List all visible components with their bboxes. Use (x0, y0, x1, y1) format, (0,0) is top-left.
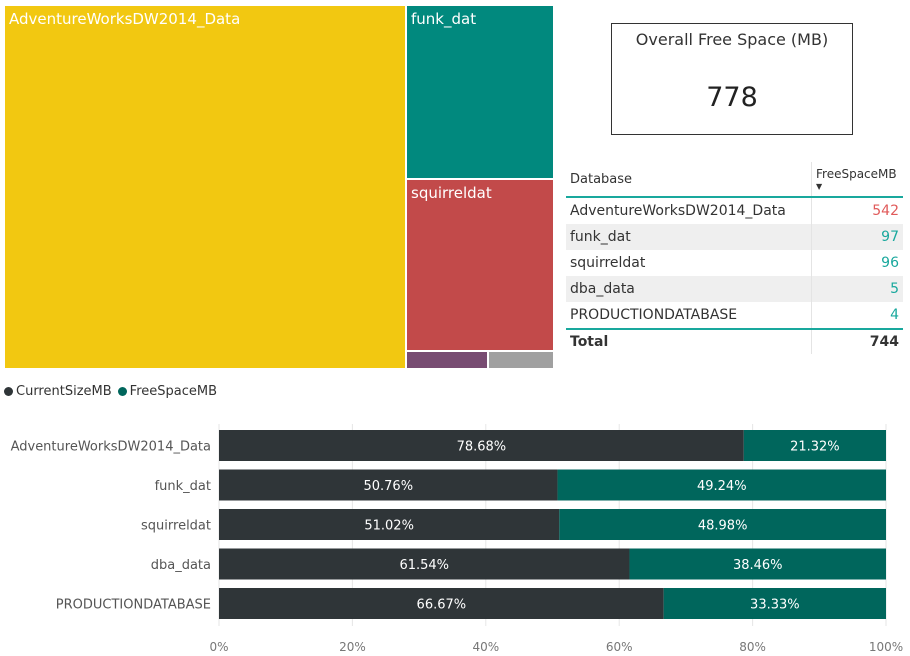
data-label: 78.68% (457, 440, 507, 455)
data-label: 49.24% (697, 479, 747, 494)
data-label: 33.33% (750, 598, 800, 613)
table-row[interactable]: squirreldat 96 (566, 250, 903, 276)
column-header-database[interactable]: Database (570, 171, 633, 187)
table-body: AdventureWorksDW2014_Data 542 funk_dat 97 sq… (566, 198, 903, 328)
database-name-cell: squirreldat (570, 255, 646, 271)
legend-label: CurrentSizeMB (16, 384, 112, 399)
treemap-tile-label: funk_dat (411, 10, 477, 28)
bar-segment[interactable] (557, 469, 886, 501)
treemap-tile[interactable] (406, 351, 488, 369)
legend-item-currentsize[interactable]: CurrentSizeMB (4, 384, 112, 399)
data-label: 48.98% (698, 519, 748, 534)
bar-segment[interactable] (559, 509, 886, 540)
table-total-row: Total 744 (566, 328, 903, 354)
data-label: 51.02% (364, 519, 414, 534)
stacked-bar-chart: AdventureWorksDW2014_Data 78.68% 21.32% fun… (11, 424, 903, 654)
bar-segment[interactable] (219, 588, 664, 619)
category-label: PRODUCTIONDATABASE (56, 598, 211, 613)
x-tick-label: 40% (472, 640, 499, 654)
table-row[interactable]: dba_data 5 (566, 276, 903, 302)
total-value: 744 (811, 330, 903, 354)
free-space-cell: 4 (811, 302, 903, 328)
bar-segment[interactable] (743, 430, 886, 461)
category-label: dba_data (151, 558, 211, 573)
total-label: Total (570, 334, 609, 350)
x-tick-label: 0% (209, 640, 228, 654)
database-name-cell: PRODUCTIONDATABASE (570, 307, 738, 323)
legend-dot-icon (117, 387, 127, 396)
x-tick-label: 20% (339, 640, 366, 654)
category-label: funk_dat (155, 479, 211, 494)
table-header-row: Database FreeSpaceMB ▼ (566, 162, 903, 198)
chart-legend: CurrentSizeMB FreeSpaceMB (4, 384, 217, 399)
treemap-tile[interactable]: funk_dat (406, 5, 554, 179)
free-space-cell: 5 (811, 276, 903, 302)
free-space-table: Database FreeSpaceMB ▼ AdventureWorksDW2… (566, 162, 903, 354)
table-row[interactable]: PRODUCTIONDATABASE 4 (566, 302, 903, 328)
table-row[interactable]: AdventureWorksDW2014_Data 542 (566, 198, 903, 224)
legend-dot-icon (4, 387, 13, 396)
bar-segment[interactable] (219, 548, 630, 580)
legend-label: FreeSpaceMB (129, 384, 217, 399)
free-space-cell: 542 (811, 198, 903, 224)
treemap-tile[interactable]: squirreldat (406, 179, 554, 351)
data-label: 21.32% (790, 440, 840, 455)
free-space-cell: 97 (811, 224, 903, 250)
sort-descending-icon[interactable]: ▼ (816, 182, 823, 191)
data-label: 38.46% (733, 558, 783, 573)
treemap-tile[interactable]: AdventureWorksDW2014_Data (4, 5, 406, 369)
legend-item-freespace[interactable]: FreeSpaceMB (117, 384, 217, 399)
treemap-tile-label: AdventureWorksDW2014_Data (9, 10, 241, 28)
database-name-cell: AdventureWorksDW2014_Data (570, 203, 786, 219)
free-space-cell: 96 (811, 250, 903, 276)
bar-segment[interactable] (663, 588, 886, 619)
bar-segment[interactable] (629, 548, 886, 580)
treemap-tile[interactable] (488, 351, 554, 369)
data-label: 61.54% (399, 558, 449, 573)
data-label: 66.67% (417, 598, 467, 613)
treemap-tile-label: squirreldat (411, 184, 492, 202)
column-header-freespace[interactable]: FreeSpaceMB ▼ (811, 162, 903, 196)
bar-segment[interactable] (219, 469, 558, 501)
x-tick-label: 60% (606, 640, 633, 654)
database-name-cell: funk_dat (570, 229, 631, 245)
bar-segment[interactable] (219, 430, 744, 461)
overall-free-space-card: Overall Free Space (MB) 778 (611, 23, 853, 135)
bar-segment[interactable] (219, 509, 560, 540)
x-tick-label: 80% (739, 640, 766, 654)
card-value: 778 (706, 82, 758, 113)
category-label: squirreldat (141, 519, 211, 534)
column-header-freespace-label: FreeSpaceMB (816, 167, 897, 181)
database-name-cell: dba_data (570, 281, 635, 297)
x-tick-label: 100% (869, 640, 903, 654)
table-row[interactable]: funk_dat 97 (566, 224, 903, 250)
data-label: 50.76% (363, 479, 413, 494)
category-label: AdventureWorksDW2014_Data (11, 440, 211, 455)
card-title: Overall Free Space (MB) (635, 30, 829, 49)
